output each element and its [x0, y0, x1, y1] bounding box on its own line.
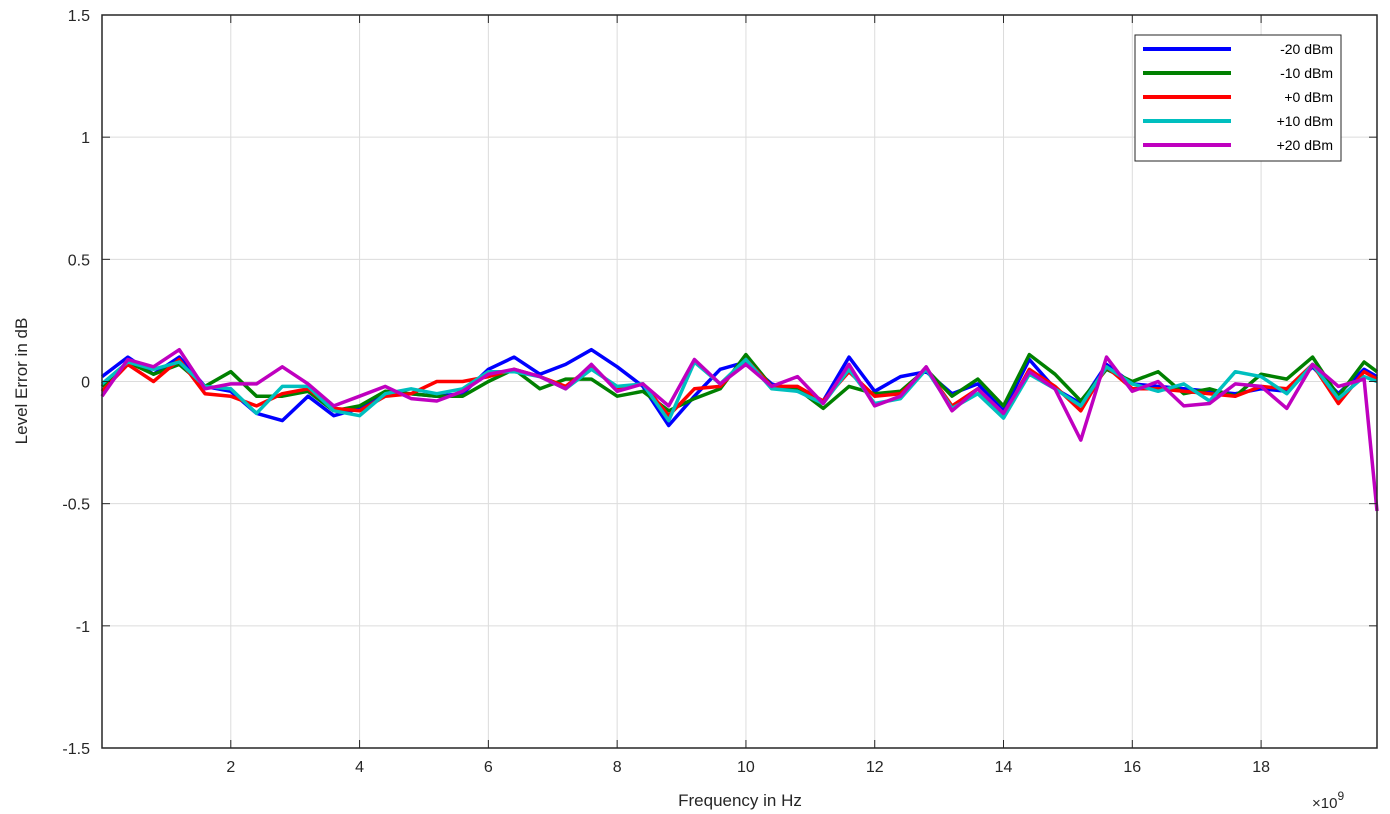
x-tick-label: 16	[1123, 759, 1141, 776]
x-exponent-base: ×10	[1312, 795, 1337, 812]
x-tick-labels: 2 4 6 8 10 12 14 16 18	[226, 759, 1270, 776]
y-tick-label: -0.5	[62, 497, 90, 514]
x-tick-label: 14	[995, 759, 1013, 776]
x-exponent-power: 9	[1337, 789, 1344, 803]
x-tick-label: 18	[1252, 759, 1270, 776]
x-axis-label: Frequency in Hz	[678, 791, 802, 810]
legend-entry: +10 dBm	[1277, 113, 1333, 129]
y-tick-label: 1	[81, 130, 90, 147]
y-tick-label: -1	[76, 619, 90, 636]
x-tick-label: 8	[613, 759, 622, 776]
legend-entry: +0 dBm	[1284, 89, 1333, 105]
y-tick-label: 1.5	[68, 8, 90, 25]
x-tick-label: 4	[355, 759, 364, 776]
series-line	[100, 347, 1379, 512]
legend-entry: +20 dBm	[1277, 137, 1333, 153]
x-tick-label: 6	[484, 759, 493, 776]
ticks	[102, 14, 1377, 749]
x-tick-label: 12	[866, 759, 884, 776]
series-line	[100, 357, 1378, 423]
x-tick-label: 2	[226, 759, 235, 776]
y-axis-label: Level Error in dB	[12, 318, 31, 445]
legend-entry: -20 dBm	[1280, 41, 1333, 57]
x-tick-label: 10	[737, 759, 755, 776]
legend: -20 dBm -10 dBm +0 dBm +10 dBm +20 dBm	[1134, 34, 1342, 162]
x-exponent-label: ×109	[1312, 789, 1344, 812]
legend-entry: -10 dBm	[1280, 65, 1333, 81]
y-tick-label: 0.5	[68, 252, 90, 269]
y-tick-label: 0	[81, 375, 90, 392]
y-tick-label: -1.5	[62, 741, 90, 758]
y-tick-labels: -1.5 -1 -0.5 0 0.5 1 1.5	[62, 8, 90, 758]
series-lines	[100, 347, 1379, 512]
